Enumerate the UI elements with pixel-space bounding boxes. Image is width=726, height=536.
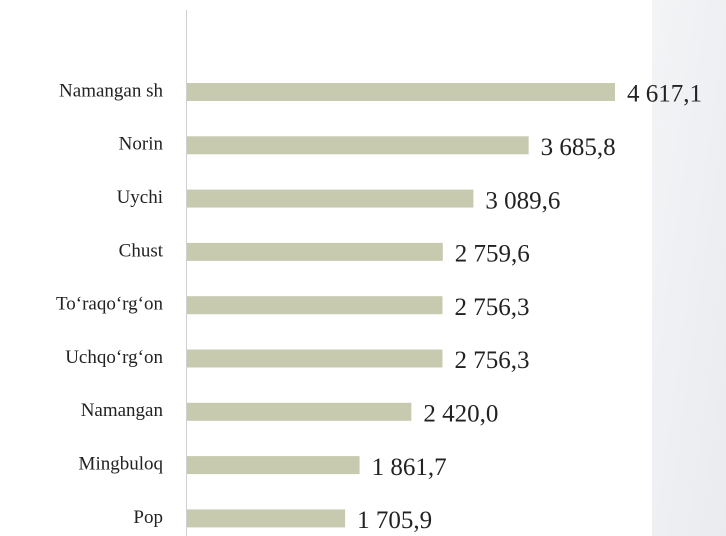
category-label: Uychi	[117, 187, 163, 208]
category-label: Pop	[133, 507, 163, 528]
category-label: Uchqo‘rg‘on	[65, 347, 163, 368]
bar	[187, 189, 474, 208]
value-label: 2 756,3	[455, 294, 530, 321]
bar	[187, 456, 360, 475]
bar	[187, 402, 412, 421]
category-label: Mingbuloq	[79, 453, 164, 474]
bar	[187, 349, 443, 368]
category-label: Chust	[119, 240, 164, 261]
value-label: 4 617,1	[627, 81, 702, 108]
category-label: Namangan sh	[59, 80, 163, 101]
value-label: 1 705,9	[357, 507, 432, 534]
category-label: To‘raqo‘rg‘on	[56, 294, 164, 315]
bar	[187, 509, 346, 528]
category-label: Namangan	[81, 400, 164, 421]
bar	[187, 242, 443, 261]
value-label: 2 756,3	[455, 347, 530, 374]
value-label: 2 759,6	[455, 241, 530, 268]
value-label: 3 685,8	[541, 134, 616, 161]
side-panel	[652, 0, 726, 536]
value-label: 1 861,7	[372, 454, 447, 481]
category-label: Norin	[119, 134, 164, 155]
bar	[187, 136, 529, 155]
value-label: 3 089,6	[485, 187, 560, 214]
bar	[187, 296, 443, 315]
bar	[187, 83, 615, 101]
value-label: 2 420,0	[423, 401, 498, 428]
